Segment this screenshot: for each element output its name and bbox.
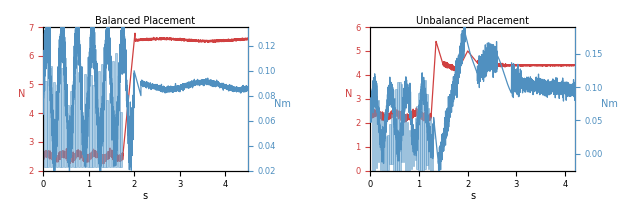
Bar (418, 93, 420, 170)
Y-axis label: Nm: Nm (274, 99, 291, 109)
Bar (109, 93, 111, 167)
Bar (72, 76, 75, 167)
Bar (121, 112, 122, 167)
Y-axis label: N: N (345, 89, 352, 99)
Bar (84, 74, 86, 167)
Bar (81, 112, 83, 167)
Bar (384, 131, 385, 172)
Bar (389, 124, 391, 164)
Bar (115, 53, 117, 167)
Bar (420, 85, 421, 173)
Bar (410, 140, 412, 170)
Bar (397, 82, 399, 173)
Bar (87, 57, 89, 167)
Bar (426, 94, 428, 165)
Bar (117, 84, 120, 167)
Bar (75, 60, 77, 167)
Bar (67, 105, 69, 167)
Title: Balanced Placement: Balanced Placement (95, 16, 195, 26)
Bar (48, 56, 49, 167)
Bar (424, 80, 426, 169)
Bar (98, 71, 100, 167)
Bar (112, 61, 114, 167)
Bar (372, 81, 373, 172)
Bar (382, 120, 383, 171)
Bar (101, 64, 103, 167)
Bar (401, 84, 402, 162)
Bar (50, 66, 52, 167)
Bar (408, 130, 410, 172)
Bar (56, 92, 58, 167)
Y-axis label: N: N (17, 89, 25, 99)
Bar (387, 135, 389, 170)
Bar (403, 97, 404, 162)
Bar (70, 91, 72, 167)
Bar (379, 112, 381, 170)
Bar (78, 72, 80, 167)
Bar (374, 84, 375, 173)
Bar (417, 106, 418, 169)
Bar (399, 82, 400, 172)
Bar (386, 136, 387, 172)
Bar (44, 81, 46, 167)
Bar (103, 65, 106, 167)
Y-axis label: Nm: Nm (601, 99, 618, 109)
Bar (393, 98, 395, 174)
Bar (378, 100, 379, 162)
Bar (59, 62, 61, 167)
X-axis label: s: s (143, 191, 148, 201)
Bar (405, 114, 406, 171)
Bar (90, 75, 91, 167)
Bar (432, 124, 433, 172)
Bar (61, 68, 64, 167)
Bar (422, 86, 424, 175)
Bar (413, 129, 414, 166)
Bar (106, 100, 108, 167)
Bar (395, 89, 397, 173)
Bar (407, 122, 408, 175)
Bar (95, 103, 97, 167)
Bar (415, 118, 416, 160)
Bar (64, 74, 66, 167)
Bar (391, 114, 393, 164)
Bar (53, 82, 55, 167)
Title: Unbalanced Placement: Unbalanced Placement (416, 16, 529, 26)
Bar (376, 83, 378, 168)
Bar (92, 85, 95, 167)
Bar (428, 108, 430, 169)
X-axis label: s: s (470, 191, 475, 201)
Bar (430, 116, 431, 173)
